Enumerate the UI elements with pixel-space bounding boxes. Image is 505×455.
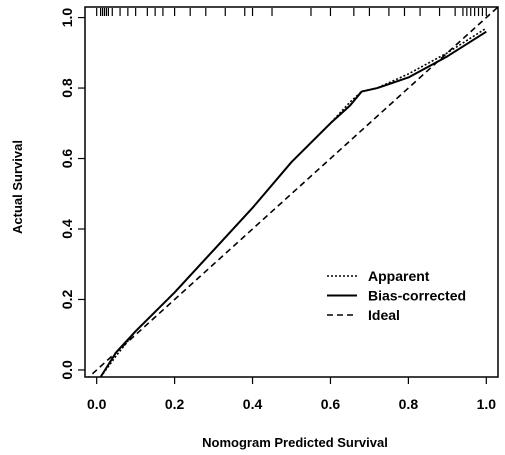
y-tick-label: 0.4 bbox=[59, 219, 75, 239]
x-tick-label: 0.0 bbox=[87, 396, 107, 412]
y-tick-label: 0.0 bbox=[59, 360, 75, 380]
y-axis-title: Actual Survival bbox=[10, 140, 25, 234]
y-tick-label: 1.0 bbox=[59, 8, 75, 28]
legend-label-ideal: Ideal bbox=[368, 307, 400, 323]
x-tick-label: 0.8 bbox=[399, 396, 419, 412]
legend-label-apparent: Apparent bbox=[368, 268, 430, 284]
x-tick-label: 0.2 bbox=[165, 396, 185, 412]
y-tick-label: 0.2 bbox=[59, 290, 75, 310]
series-lines bbox=[87, 7, 498, 377]
plot-area bbox=[84, 6, 499, 378]
y-tick-label: 0.8 bbox=[59, 78, 75, 98]
series-line-apparent bbox=[99, 27, 487, 377]
y-tick-label: 0.6 bbox=[59, 149, 75, 169]
x-tick-label: 0.4 bbox=[243, 396, 263, 412]
x-tick-label: 0.6 bbox=[321, 396, 341, 412]
series-line-bias-corrected bbox=[99, 30, 487, 377]
series-line-ideal bbox=[87, 7, 498, 377]
y-axis: 0.0 0.2 0.4 0.6 0.8 1.0 bbox=[59, 8, 85, 380]
legend-label-bias-corrected: Bias-corrected bbox=[368, 288, 466, 304]
rug-marks bbox=[96, 8, 487, 16]
x-axis: 0.0 0.2 0.4 0.6 0.8 1.0 bbox=[87, 377, 496, 412]
plot-border bbox=[84, 6, 499, 378]
x-tick-label: 1.0 bbox=[477, 396, 497, 412]
legend: Apparent Bias-corrected Ideal bbox=[327, 268, 466, 323]
x-axis-title: Nomogram Predicted Survival bbox=[202, 435, 388, 450]
